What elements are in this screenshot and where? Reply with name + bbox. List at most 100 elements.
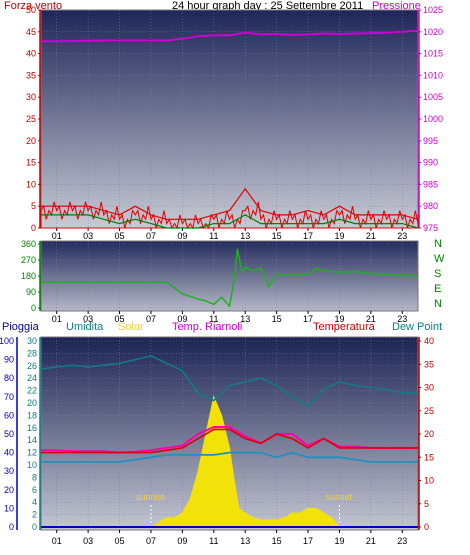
- riarnoli-label: Temp. Riarnoli: [172, 321, 242, 333]
- direction-tick-label: 90: [26, 287, 36, 297]
- humidity-series: [40, 355, 418, 407]
- dewpoint-series: [41, 451, 418, 463]
- x-tick-label: 11: [209, 536, 218, 546]
- temperature-tick-label: 35: [424, 359, 434, 369]
- riarnoli-series: [41, 426, 418, 454]
- x-tick-label: 07: [146, 314, 156, 324]
- rain-tick-label: 20: [4, 485, 14, 495]
- x-tick-label: 23: [397, 314, 407, 324]
- temperature-series: [41, 428, 418, 454]
- x-tick-label: 19: [334, 536, 344, 546]
- direction-tick-label: 180: [21, 271, 36, 281]
- rain-tick-label: 90: [4, 355, 14, 365]
- x-tick-label: 11: [209, 314, 218, 324]
- wind-tick-label: 50: [26, 5, 36, 15]
- x-tick-label: 05: [115, 536, 125, 546]
- x-tick-label: 23: [397, 536, 407, 546]
- x-tick-label: 23: [397, 231, 407, 241]
- humidity-tick-label: 0: [32, 522, 37, 532]
- solar-series: [149, 395, 341, 528]
- x-tick-label: 21: [366, 314, 376, 324]
- wind-tick-label: 40: [26, 49, 36, 59]
- humidity-axis-label: Umidita: [66, 321, 104, 333]
- rain-tick-label: 40: [4, 448, 14, 458]
- rain-tick-label: 10: [4, 503, 14, 513]
- x-tick-label: 17: [303, 314, 313, 324]
- rain-tick-label: 100: [0, 336, 14, 346]
- x-tick-label: 03: [83, 536, 93, 546]
- pressure-tick-label: 985: [423, 179, 438, 189]
- humidity-tick-label: 2: [32, 510, 37, 520]
- x-tick-label: 13: [240, 231, 250, 241]
- compass-label-2: S: [434, 268, 441, 280]
- wind-direction-series: [41, 248, 419, 307]
- sunset-label: sunset: [325, 492, 352, 502]
- x-tick-label: 15: [272, 314, 282, 324]
- rain-tick-label: 80: [4, 373, 14, 383]
- humidity-tick-label: 10: [27, 460, 37, 470]
- wind-tick-label: 10: [26, 179, 36, 189]
- solar-label: Solar: [118, 321, 144, 333]
- direction-tick-label: 270: [21, 255, 36, 265]
- compass-label-4: N: [434, 298, 442, 310]
- x-tick-label: 15: [272, 536, 282, 546]
- humidity-tick-label: 16: [27, 423, 37, 433]
- x-tick-label: 17: [303, 231, 313, 241]
- wind-gust-series: [41, 188, 419, 220]
- humidity-tick-label: 26: [27, 361, 37, 371]
- wind-pressure-plot-area: [40, 9, 419, 229]
- x-tick-label: 09: [177, 536, 187, 546]
- x-tick-label: 19: [334, 314, 344, 324]
- dewpoint-label: Dew Point: [392, 321, 442, 333]
- humidity-tick-label: 14: [27, 435, 37, 445]
- sunrise-label: sunrise: [136, 492, 165, 502]
- compass-label-3: E: [434, 283, 441, 295]
- humidity-tick-label: 24: [27, 373, 37, 383]
- pressure-tick-label: 995: [423, 136, 438, 146]
- pressure-tick-label: 990: [423, 158, 438, 168]
- wind-tick-label: 45: [26, 27, 36, 37]
- x-tick-label: 13: [240, 314, 250, 324]
- humidity-tick-label: 20: [27, 398, 37, 408]
- pressure-axis-label: Pressione: [372, 0, 421, 12]
- temperature-tick-label: 20: [424, 429, 434, 439]
- pressure-tick-label: 1010: [423, 70, 443, 80]
- wind-tick-label: 20: [26, 136, 36, 146]
- compass-label-0: N: [434, 238, 442, 250]
- temperature-tick-label: 40: [424, 336, 434, 346]
- rain-tick-label: 0: [9, 522, 14, 532]
- direction-tick-label: 0: [31, 303, 36, 313]
- x-tick-label: 21: [366, 231, 376, 241]
- pressure-tick-label: 1025: [423, 5, 443, 15]
- chart-title: 24 hour graph day : 25 Settembre 2011: [172, 0, 363, 12]
- x-tick-label: 09: [177, 231, 187, 241]
- pressure-tick-label: 1000: [423, 114, 443, 124]
- temperature-tick-label: 5: [424, 499, 429, 509]
- wind-direction-plot-area: [40, 240, 419, 312]
- pressure-tick-label: 1005: [423, 92, 443, 102]
- compass-label-1: W: [434, 253, 445, 265]
- wind-tick-label: 30: [26, 92, 36, 102]
- wind-tick-label: 35: [26, 70, 36, 80]
- humidity-tick-label: 12: [27, 448, 37, 458]
- humidity-tick-label: 8: [32, 472, 37, 482]
- rain-tick-label: 30: [4, 466, 14, 476]
- temperature-tick-label: 10: [424, 476, 434, 486]
- x-tick-label: 11: [209, 231, 218, 241]
- x-tick-label: 21: [366, 536, 376, 546]
- wind-tick-label: 0: [31, 223, 36, 233]
- temperature-tick-label: 15: [424, 452, 434, 462]
- humidity-tick-label: 18: [27, 410, 37, 420]
- rain-axis-label: Pioggia: [2, 321, 40, 333]
- rain-tick-label: 70: [4, 392, 14, 402]
- x-tick-label: 03: [83, 314, 93, 324]
- x-tick-label: 17: [303, 536, 313, 546]
- x-tick-label: 05: [115, 314, 125, 324]
- x-tick-label: 01: [52, 231, 62, 241]
- wind-tick-label: 25: [26, 114, 36, 124]
- pressure-tick-label: 1015: [423, 49, 443, 59]
- x-tick-label: 13: [240, 536, 250, 546]
- pressure-series: [40, 29, 419, 43]
- wind-green-series: [41, 214, 419, 229]
